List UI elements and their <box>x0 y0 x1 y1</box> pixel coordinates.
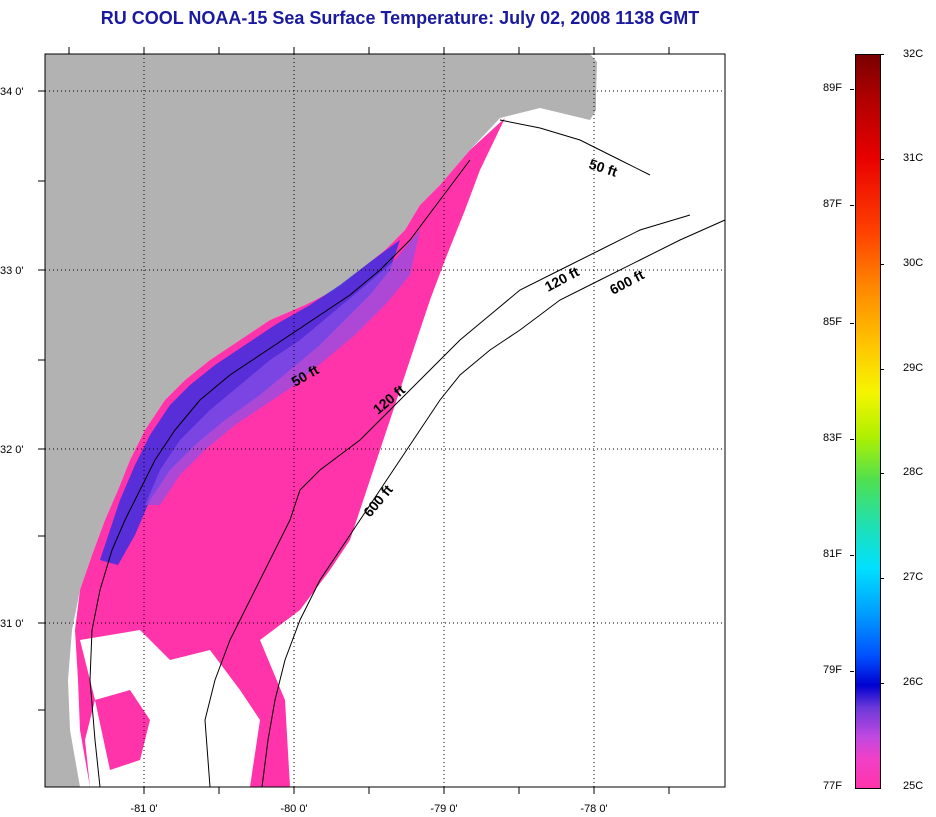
cb-label-81f: 81F <box>823 548 842 560</box>
lat-label-34: 34 0' <box>0 86 24 98</box>
cb-label-30c: 30C <box>903 257 924 269</box>
cb-label-32c: 32C <box>903 48 924 60</box>
temperature-colorbar <box>855 54 881 789</box>
cb-label-27c: 27C <box>903 571 924 583</box>
cb-label-89f: 89F <box>823 82 842 94</box>
cb-tick <box>880 159 884 160</box>
lat-label-31: 31 0' <box>0 618 24 630</box>
cb-label-77f: 77F <box>823 780 842 792</box>
cb-tick <box>850 89 854 90</box>
cb-tick <box>850 439 854 440</box>
lat-label-32: 32 0' <box>0 444 24 456</box>
map-title: RU COOL NOAA-15 Sea Surface Temperature:… <box>100 8 700 28</box>
lon-label-78: -78 0' <box>580 803 607 815</box>
cb-tick <box>850 555 854 556</box>
axis-ticks <box>38 47 670 794</box>
contour-120ft <box>204 214 691 788</box>
contour-600ft <box>261 219 726 788</box>
cb-tick <box>880 54 884 55</box>
cb-label-25c: 25C <box>903 780 924 792</box>
lon-label-80: -80 0' <box>280 803 307 815</box>
cb-tick <box>880 264 884 265</box>
cb-tick <box>850 323 854 324</box>
cb-tick <box>880 683 884 684</box>
map-border <box>44 53 726 788</box>
cb-tick <box>880 578 884 579</box>
cb-label-28c: 28C <box>903 466 924 478</box>
sst-purple-region <box>145 230 420 505</box>
cb-label-87f: 87F <box>823 198 842 210</box>
cb-label-31c: 31C <box>903 152 924 164</box>
cb-tick <box>880 473 884 474</box>
lon-label-79: -79 0' <box>430 803 457 815</box>
lat-label-33: 33 0' <box>0 265 24 277</box>
cb-tick <box>850 671 854 672</box>
land-mass <box>45 54 597 787</box>
cb-label-29c: 29C <box>903 362 924 374</box>
cb-label-83f: 83F <box>823 432 842 444</box>
cb-label-85f: 85F <box>823 316 842 328</box>
graticule <box>45 54 725 787</box>
cb-label-79f: 79F <box>823 664 842 676</box>
cb-tick <box>850 205 854 206</box>
cb-tick <box>880 369 884 370</box>
cb-label-26c: 26C <box>903 676 924 688</box>
lon-label-81: -81 0' <box>130 803 157 815</box>
cloud-gap-2 <box>95 690 150 770</box>
